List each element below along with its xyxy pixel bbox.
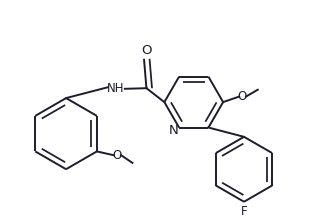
Text: NH: NH xyxy=(107,82,124,95)
Text: O: O xyxy=(238,90,247,103)
Text: O: O xyxy=(142,44,152,57)
Text: F: F xyxy=(241,205,247,218)
Text: O: O xyxy=(112,149,121,162)
Text: N: N xyxy=(169,123,179,136)
